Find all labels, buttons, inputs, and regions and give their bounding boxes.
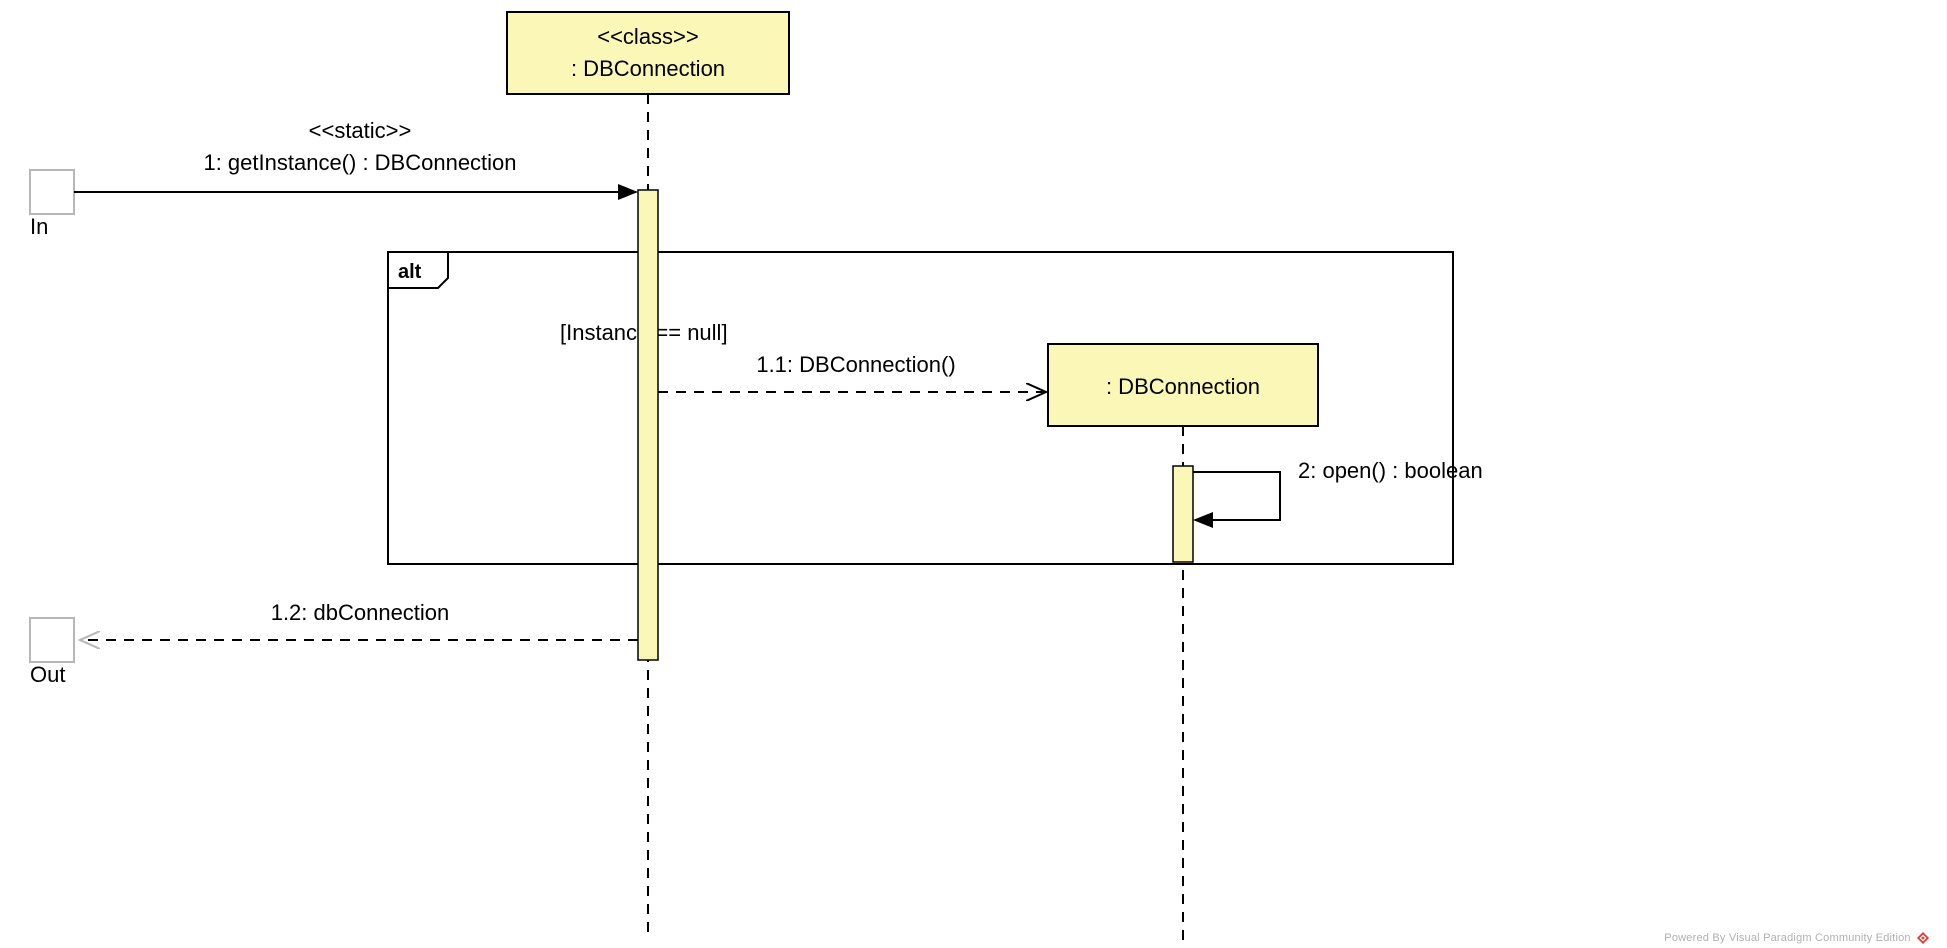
watermark-text: Powered By Visual Paradigm Community Edi…	[1664, 932, 1910, 944]
sequence-diagram: alt [Instance == null] <<class>> : DBCon…	[0, 0, 1947, 948]
activation-instance	[1173, 466, 1193, 562]
lifeline-instance-name: : DBConnection	[1106, 374, 1260, 399]
message-2-text: 2: open() : boolean	[1298, 458, 1483, 483]
gate-in-label: In	[30, 214, 48, 239]
lifeline-class-stereotype: <<class>>	[597, 24, 699, 49]
gate-in: In	[30, 170, 74, 239]
alt-label: alt	[398, 261, 422, 283]
lifeline-class-name: : DBConnection	[571, 56, 725, 81]
message-1-text: 1: getInstance() : DBConnection	[203, 150, 516, 175]
message-1-1: 1.1: DBConnection()	[658, 352, 1046, 392]
gate-out-label: Out	[30, 662, 65, 687]
activation-class	[638, 190, 658, 660]
watermark: Powered By Visual Paradigm Community Edi…	[1664, 932, 1929, 944]
vp-logo-icon	[1917, 932, 1929, 944]
message-1-2: 1.2: dbConnection	[80, 600, 638, 640]
message-1-stereotype: <<static>>	[309, 118, 412, 143]
message-1: <<static>> 1: getInstance() : DBConnecti…	[74, 118, 636, 192]
message-1-1-text: 1.1: DBConnection()	[756, 352, 955, 377]
lifeline-class: <<class>> : DBConnection	[507, 12, 789, 94]
message-1-2-text: 1.2: dbConnection	[271, 600, 450, 625]
gate-out: Out	[30, 618, 74, 687]
message-2: 2: open() : boolean	[1193, 458, 1483, 520]
lifeline-instance: : DBConnection	[1048, 344, 1318, 426]
